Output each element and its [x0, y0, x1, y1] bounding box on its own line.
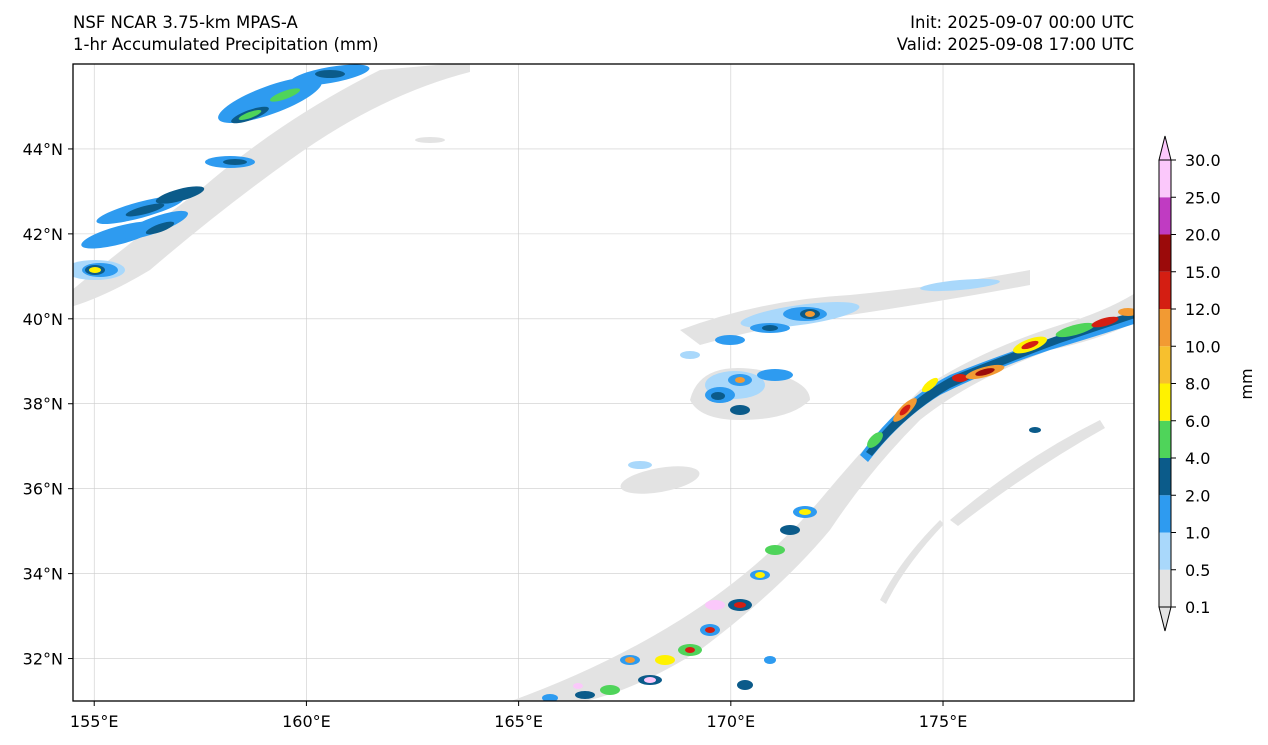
colorbar-segment	[1159, 458, 1171, 496]
title-right: Init: 2025-09-07 00:00 UTC Valid: 2025-0…	[897, 12, 1134, 56]
colorbar-tick-label: 30.0	[1185, 151, 1221, 170]
precip-central-low	[620, 270, 1030, 494]
lat-tick-label: 36°N	[23, 480, 63, 499]
lon-tick-label: 175°E	[919, 712, 968, 731]
colorbar-extend-max	[1158, 135, 1172, 161]
colorbar-segment	[1159, 346, 1171, 384]
longitude-ticks: 155°E 160°E 165°E 170°E 175°E	[70, 701, 967, 731]
colorbar-segment	[1159, 495, 1171, 533]
lon-tick-label: 170°E	[706, 712, 755, 731]
colorbar-segment	[1159, 234, 1171, 272]
colorbar-extend-min	[1158, 606, 1172, 632]
lon-tick-label: 165°E	[494, 712, 543, 731]
latitude-ticks: 32°N 34°N 36°N 38°N 40°N 42°N 44°N	[23, 140, 73, 669]
colorbar-tick-label: 8.0	[1185, 375, 1210, 394]
lat-tick-label: 44°N	[23, 140, 63, 159]
colorbar-segment	[1159, 160, 1171, 198]
valid-time: Valid: 2025-09-08 17:00 UTC	[896, 35, 1134, 54]
colorbar-tick-label: 0.5	[1185, 561, 1210, 580]
map-frame	[72, 63, 1135, 702]
colorbar-segments	[1158, 135, 1172, 632]
lon-tick-label: 155°E	[70, 712, 119, 731]
map-plot-area: 32°N34°N36°N38°N40°N42°N44°N 155°E 160°E 1…	[23, 63, 1135, 731]
precip-colorbar: 0.1 0.5 1.0 2.0 4.0 6.0 8.0 10.0 12.0 15.0 20.0 25.…	[1158, 135, 1256, 632]
colorbar-tick-label: 1.0	[1185, 524, 1210, 543]
colorbar-tick-label: 20.0	[1185, 226, 1221, 245]
init-time: Init: 2025-09-07 00:00 UTC	[910, 13, 1134, 32]
colorbar-ticks: 0.1 0.5 1.0 2.0 4.0 6.0 8.0 10.0 12.0 15.0 20.0 25.…	[1171, 151, 1221, 617]
colorbar-tick-label: 4.0	[1185, 449, 1210, 468]
colorbar-segment	[1159, 532, 1171, 570]
colorbar-segment	[1159, 309, 1171, 347]
lon-tick-label: 160°E	[282, 712, 331, 731]
colorbar-segment	[1159, 197, 1171, 235]
lat-tick-label: 34°N	[23, 565, 63, 584]
precipitation-field	[73, 64, 1134, 701]
lat-tick-label: 40°N	[23, 310, 63, 329]
colorbar-tick-label: 10.0	[1185, 337, 1221, 356]
colorbar-segment	[1159, 420, 1171, 458]
colorbar-tick-label: 25.0	[1185, 188, 1221, 207]
colorbar-tick-label: 12.0	[1185, 300, 1221, 319]
colorbar-tick-label: 0.1	[1185, 598, 1210, 617]
colorbar-tick-label: 2.0	[1185, 486, 1210, 505]
precip-cold-front-band	[511, 293, 1134, 701]
colorbar-segment	[1159, 569, 1171, 607]
precip-northwest-band	[73, 64, 470, 307]
colorbar-unit-label: mm	[1237, 368, 1256, 399]
model-title: NSF NCAR 3.75-km MPAS-A	[73, 13, 298, 32]
lat-tick-label: 32°N	[23, 650, 63, 669]
colorbar-tick-label: 6.0	[1185, 412, 1210, 431]
colorbar-segment	[1159, 271, 1171, 309]
lat-tick-label: 42°N	[23, 225, 63, 244]
colorbar-segment	[1159, 383, 1171, 421]
colorbar-tick-label: 15.0	[1185, 263, 1221, 282]
field-title: 1-hr Accumulated Precipitation (mm)	[73, 35, 379, 54]
lat-tick-label: 38°N	[23, 395, 63, 414]
title-left: NSF NCAR 3.75-km MPAS-A 1-hr Accumulated…	[73, 12, 379, 56]
